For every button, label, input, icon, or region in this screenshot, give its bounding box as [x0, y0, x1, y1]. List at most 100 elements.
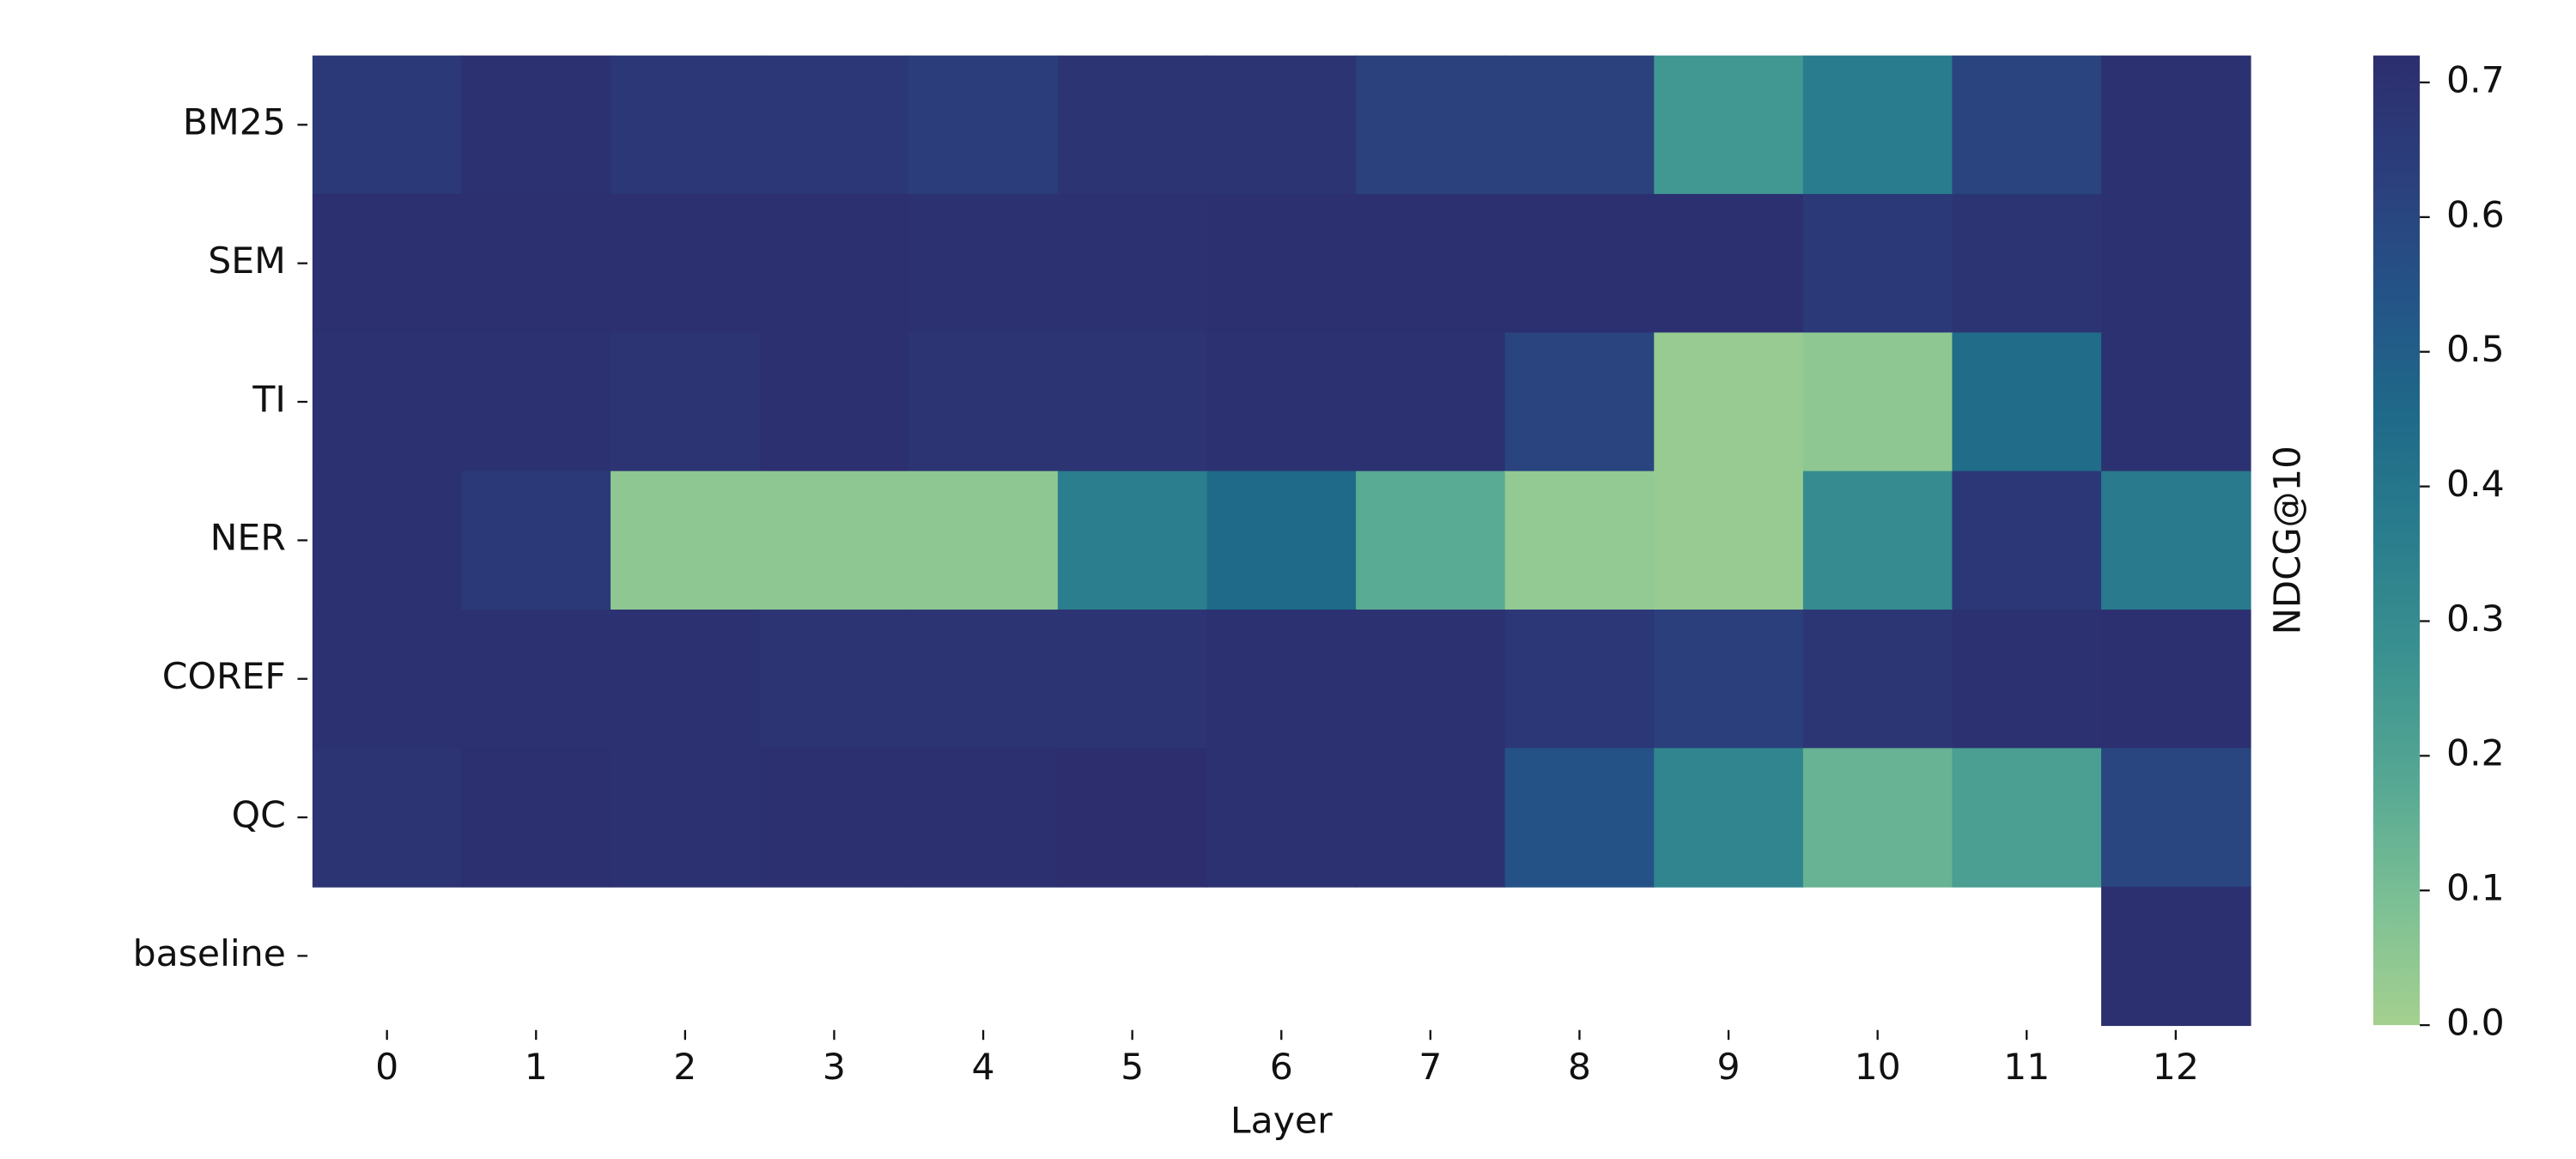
y-tick-label: COREF: [162, 655, 286, 697]
heatmap-cell: [908, 332, 1059, 472]
heatmap-cell: [1206, 55, 1358, 195]
heatmap-cell: [908, 193, 1059, 334]
y-tick-label: BM25: [183, 101, 286, 143]
x-tick-label: 12: [2153, 1046, 2199, 1088]
heatmap-cell: [759, 748, 910, 888]
heatmap-cell: [2101, 332, 2251, 472]
heatmap-cell: [1206, 470, 1358, 610]
heatmap-cell: [1504, 610, 1656, 749]
heatmap-cell: [1802, 332, 1953, 472]
heatmap-cell: [611, 610, 761, 749]
heatmap-cell: [1802, 748, 1953, 888]
heatmap-cell: [461, 332, 612, 472]
heatmap-cell: [312, 470, 463, 610]
heatmap-cell: [908, 610, 1059, 749]
heatmap-cell: [461, 55, 612, 195]
x-tick-label: 6: [1270, 1046, 1293, 1088]
heatmap-cell: [759, 332, 910, 472]
colorbar-tick-label: 0.2: [2446, 732, 2505, 774]
heatmap-cell: [312, 193, 463, 334]
colorbar-tick-label: 0.7: [2446, 59, 2505, 101]
heatmap-cell: [1356, 470, 1506, 610]
heatmap-cell: [908, 748, 1059, 888]
heatmap-cell: [1802, 193, 1953, 334]
heatmap-cell: [1654, 748, 1804, 888]
x-tick-label: 8: [1568, 1046, 1591, 1088]
heatmap-cell: [611, 332, 761, 472]
heatmap-cell: [2101, 55, 2251, 195]
x-axis-label: Layer: [1230, 1100, 1333, 1142]
heatmap-cell: [1952, 610, 2103, 749]
x-tick-label: 7: [1419, 1046, 1442, 1088]
heatmap-cell: [1504, 470, 1656, 610]
y-tick-label: QC: [232, 794, 286, 836]
heatmap-cell: [461, 610, 612, 749]
x-tick-label: 5: [1121, 1046, 1144, 1088]
colorbar-tick-label: 0.3: [2446, 598, 2505, 640]
heatmap-cell: [1654, 470, 1804, 610]
heatmap-cell: [908, 55, 1059, 195]
heatmap-cell: [1206, 332, 1358, 472]
y-tick-label: SEM: [208, 240, 286, 282]
heatmap-cell: [1206, 193, 1358, 334]
heatmap-cell: [1504, 748, 1656, 888]
heatmap-cell: [1057, 610, 1208, 749]
heatmap-cell: [1802, 55, 1953, 195]
y-tick-label: baseline: [133, 932, 286, 974]
heatmap-cell: [611, 193, 761, 334]
heatmap-cell: [312, 748, 463, 888]
x-tick-label: 3: [823, 1046, 846, 1088]
heatmap-cell: [611, 748, 761, 888]
heatmap-cell: [1356, 748, 1506, 888]
x-tick-label: 11: [2003, 1046, 2050, 1088]
colorbar-label: NDCG@10: [2266, 446, 2308, 634]
colorbar: [2372, 55, 2421, 1026]
heatmap-cell: [461, 748, 612, 888]
heatmap-cell: [1356, 193, 1506, 334]
heatmap-cell: [1504, 332, 1656, 472]
heatmap-cell: [1356, 332, 1506, 472]
heatmap-cell: [1802, 610, 1953, 749]
heatmap-cell: [611, 470, 761, 610]
heatmap-cell: [2101, 886, 2251, 1027]
x-tick-label: 9: [1717, 1046, 1741, 1088]
y-tick-label: TI: [252, 379, 286, 421]
heatmap-cell: [1654, 332, 1804, 472]
heatmap-cell: [312, 610, 463, 749]
x-tick-label: 2: [673, 1046, 696, 1088]
heatmap-cell: [1952, 193, 2103, 334]
colorbar-tick-label: 0.1: [2446, 867, 2505, 909]
heatmap-cell: [908, 470, 1059, 610]
heatmap-cell: [312, 332, 463, 472]
x-tick-label: 4: [972, 1046, 995, 1088]
heatmap-cell: [1504, 55, 1656, 195]
heatmap-cell: [1057, 193, 1208, 334]
heatmap-cell: [1952, 470, 2103, 610]
heatmap-cell: [1952, 55, 2103, 195]
colorbar-tick-label: 0.6: [2446, 194, 2505, 236]
heatmap-cell: [759, 610, 910, 749]
heatmap-cell: [461, 470, 612, 610]
x-tick-label: 0: [375, 1046, 398, 1088]
heatmap-cell: [1952, 748, 2103, 888]
heatmap-cell: [461, 193, 612, 334]
heatmap-cell: [1952, 332, 2103, 472]
heatmap-cell: [1654, 193, 1804, 334]
heatmap-cell: [1057, 748, 1208, 888]
x-tick-label: 1: [525, 1046, 548, 1088]
heatmap-cell: [1356, 610, 1506, 749]
heatmap-cell: [1356, 55, 1506, 195]
heatmap-cell: [759, 55, 910, 195]
colorbar-tick-label: 0.5: [2446, 328, 2505, 370]
heatmap-cell: [759, 470, 910, 610]
heatmap-cell: [312, 55, 463, 195]
heatmap-cell: [1057, 332, 1208, 472]
heatmap-cell: [1206, 748, 1358, 888]
heatmap-cell: [2101, 193, 2251, 334]
colorbar-tick-label: 0.4: [2446, 463, 2505, 505]
heatmap-cell: [2101, 610, 2251, 749]
x-tick-label: 10: [1855, 1046, 1901, 1088]
heatmap-cell: [1057, 55, 1208, 195]
